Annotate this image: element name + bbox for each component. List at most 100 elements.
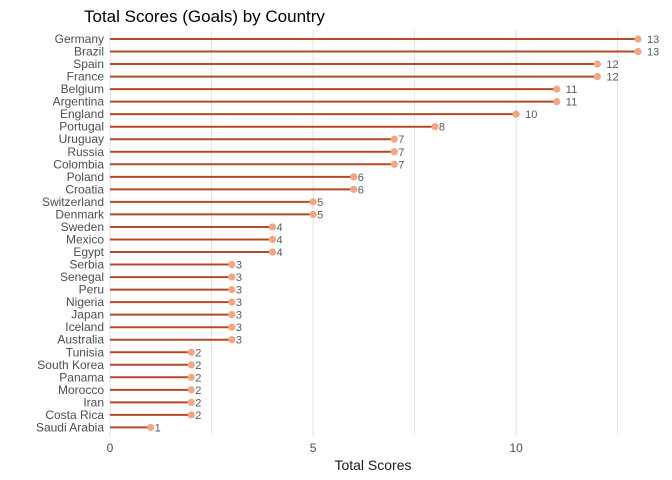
lollipop-point xyxy=(553,98,561,106)
data-label: 3 xyxy=(236,272,242,284)
data-label: 4 xyxy=(276,234,282,246)
lollipop-point xyxy=(268,248,277,256)
lollipop-point xyxy=(390,160,398,168)
grid-lines xyxy=(109,30,618,436)
lollipop-point xyxy=(228,311,236,319)
y-category-label: England xyxy=(60,107,104,121)
y-category-label: France xyxy=(67,70,105,84)
y-category-label: Germany xyxy=(55,32,104,46)
lollipop-point xyxy=(431,123,439,131)
data-label: 3 xyxy=(236,297,242,309)
y-category-label: Egypt xyxy=(73,245,104,259)
lollipop-point xyxy=(593,72,601,81)
y-category-label: Belgium xyxy=(61,82,104,96)
y-category-label: Tunisia xyxy=(66,345,105,359)
data-label: 7 xyxy=(398,147,404,159)
lollipop-point xyxy=(187,348,195,356)
data-label: 11 xyxy=(566,97,577,109)
lollipop-point xyxy=(350,173,358,181)
y-category-label: South Korea xyxy=(37,358,104,372)
y-category-label: Senegal xyxy=(60,270,104,284)
lollipop-point xyxy=(634,47,642,56)
lollipop-point xyxy=(228,286,236,294)
x-tick-label: 5 xyxy=(310,441,317,455)
data-label: 10 xyxy=(525,109,537,121)
data-label: 12 xyxy=(606,72,618,84)
y-category-label: Panama xyxy=(59,370,104,384)
y-category-label: Australia xyxy=(57,333,104,347)
lollipop-point xyxy=(228,298,236,306)
lollipop-point xyxy=(309,210,317,219)
y-category-label: Mexico xyxy=(66,232,104,246)
y-category-label: Colombia xyxy=(53,157,104,171)
x-axis-ticks: 0 5 10 xyxy=(107,441,523,455)
lollipop-point xyxy=(187,386,195,394)
data-label: 3 xyxy=(236,285,242,297)
y-category-label: Sweden xyxy=(61,220,104,234)
data-label: 2 xyxy=(195,347,201,359)
data-label: 4 xyxy=(276,222,282,234)
data-label: 1 xyxy=(155,422,161,434)
data-label: 3 xyxy=(236,335,242,347)
data-label: 2 xyxy=(195,372,201,384)
data-label: 8 xyxy=(439,122,445,134)
lollipop-point xyxy=(228,260,236,269)
lollipop-point xyxy=(390,135,398,143)
data-label: 6 xyxy=(358,172,364,184)
data-label: 2 xyxy=(195,397,201,409)
lollipop-point xyxy=(390,148,398,156)
data-label: 4 xyxy=(276,247,282,259)
lollipop-point xyxy=(147,423,155,432)
data-label: 5 xyxy=(317,209,323,221)
y-category-label: Iceland xyxy=(65,320,104,334)
y-category-label: Peru xyxy=(79,283,104,297)
y-category-label: Poland xyxy=(67,170,104,184)
y-category-label: Nigeria xyxy=(66,295,104,309)
data-label: 7 xyxy=(398,159,404,171)
y-axis-labels: GermanyBrazilSpainFranceBelgiumArgentina… xyxy=(36,32,105,434)
x-tick-label: 0 xyxy=(107,441,114,455)
lollipop-point xyxy=(187,373,195,381)
lollipop-point xyxy=(228,336,236,344)
lollipop-point xyxy=(553,85,561,93)
lollipop-point xyxy=(187,361,195,369)
chart-title: Total Scores (Goals) by Country xyxy=(84,7,325,26)
data-label: 2 xyxy=(195,410,201,422)
y-category-label: Brazil xyxy=(74,45,104,59)
data-label: 2 xyxy=(195,385,201,397)
lollipop-point xyxy=(593,60,601,68)
lollipop-point xyxy=(268,235,277,244)
lollipop-stems xyxy=(110,38,638,429)
data-label: 3 xyxy=(236,322,242,334)
lollipop-point xyxy=(228,323,236,331)
y-category-label: Iran xyxy=(83,395,104,409)
lollipop-point xyxy=(309,198,317,206)
x-axis-title: Total Scores xyxy=(334,457,411,473)
y-category-label: Croatia xyxy=(65,182,104,196)
data-label: 13 xyxy=(647,47,659,59)
y-category-label: Argentina xyxy=(53,95,105,109)
lollipop-point xyxy=(187,398,195,406)
y-category-label: Russia xyxy=(67,145,104,159)
data-label: 3 xyxy=(236,260,242,272)
lollipop-point xyxy=(268,223,277,231)
data-label: 11 xyxy=(566,84,577,96)
data-label: 7 xyxy=(398,134,404,146)
lollipop-point xyxy=(228,273,236,281)
y-category-label: Denmark xyxy=(55,207,105,221)
y-category-label: Costa Rica xyxy=(45,408,104,422)
lollipop-point xyxy=(187,411,195,419)
y-category-label: Japan xyxy=(71,308,104,322)
data-label: 2 xyxy=(195,360,201,372)
data-label: 3 xyxy=(236,310,242,322)
y-category-label: Morocco xyxy=(58,383,104,397)
data-label: 5 xyxy=(317,197,323,209)
lollipop-point xyxy=(512,110,520,118)
lollipop-point xyxy=(634,35,642,43)
y-category-label: Switzerland xyxy=(42,195,104,209)
y-category-label: Serbia xyxy=(69,258,104,272)
data-label: 12 xyxy=(606,59,618,71)
y-category-label: Saudi Arabia xyxy=(36,420,104,434)
